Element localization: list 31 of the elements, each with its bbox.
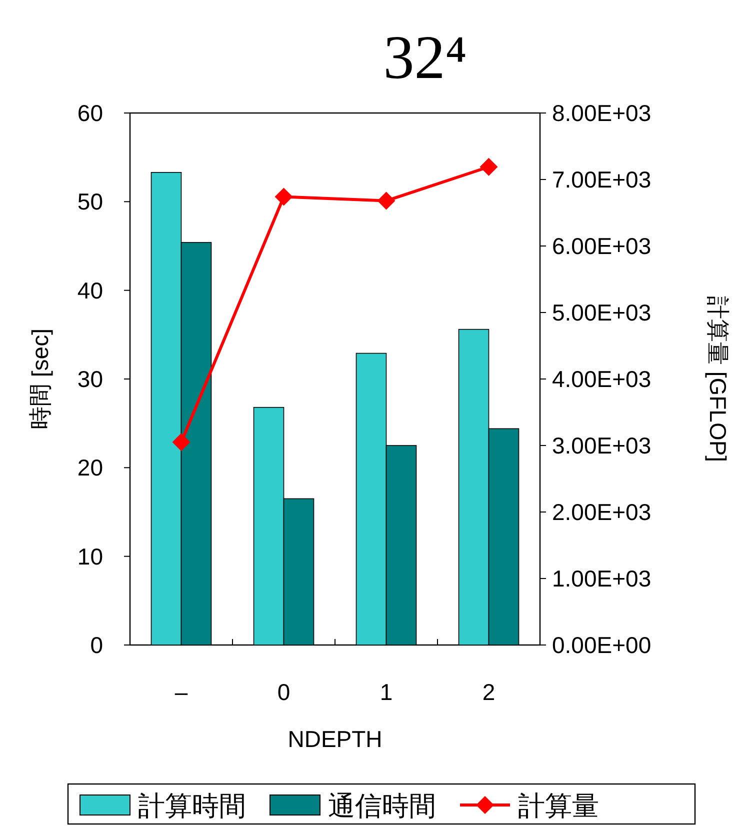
x-tick-label: 2: [482, 679, 496, 705]
y2-tick-label: 6.00E+03: [552, 233, 652, 259]
point: [480, 158, 498, 176]
y2-tick-label: 0.00E+00: [552, 632, 652, 658]
legend-label: 通信時間: [328, 791, 436, 821]
y2-axis-title: 計算量 [GFLOP]: [705, 296, 731, 462]
y2-tick-label: 3.00E+03: [552, 432, 652, 458]
y-tick-label: 10: [77, 543, 103, 570]
y2-tick-label: 5.00E+03: [552, 300, 652, 326]
y2-tick-label: 2.00E+03: [552, 499, 652, 525]
y2-tick-label: 7.00E+03: [552, 166, 652, 192]
point: [274, 188, 293, 206]
point: [172, 433, 190, 452]
x-tick-label: 0: [277, 679, 290, 705]
y-tick-label: 20: [77, 454, 103, 481]
x-axis-title: NDEPTH: [288, 726, 382, 752]
y-tick-label: 40: [77, 277, 103, 304]
y-axis-title: 時間 [sec]: [27, 328, 53, 430]
y2-tick-label: 4.00E+03: [552, 366, 652, 392]
legend-label: 計算時間: [138, 791, 246, 821]
y-tick-label: 60: [77, 100, 103, 126]
point: [377, 192, 396, 210]
x-tick-label: –: [174, 679, 188, 705]
y-tick-label: 0: [90, 632, 103, 658]
chart-title: 32⁴: [383, 24, 467, 92]
y-tick-label: 30: [77, 366, 103, 392]
x-tick-label: 1: [380, 679, 393, 705]
y2-tick-label: 8.00E+03: [552, 100, 652, 126]
legend-label: 計算量: [518, 791, 599, 821]
y2-tick-label: 1.00E+03: [552, 566, 652, 592]
y-tick-label: 50: [77, 188, 103, 215]
